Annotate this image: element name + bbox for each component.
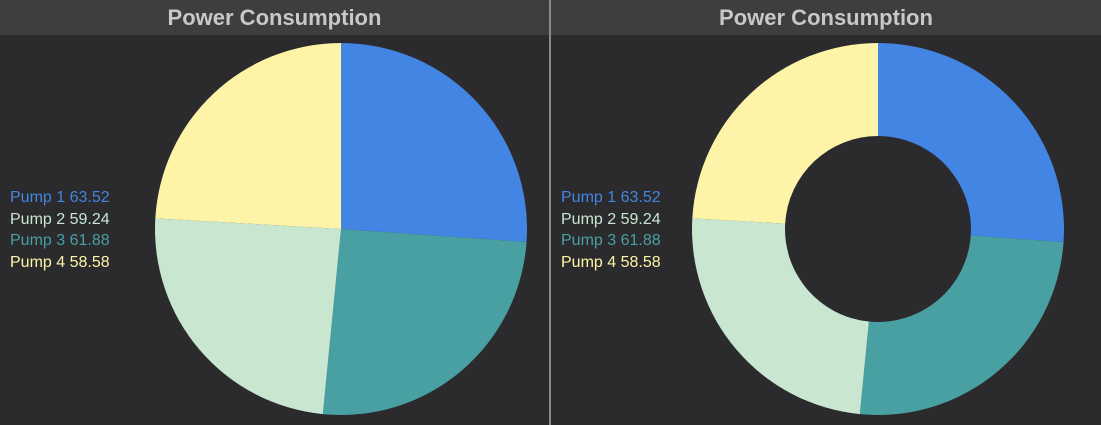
legend-value: 59.24 — [620, 210, 661, 228]
legend: Pump 1 63.52 Pump 2 59.24 Pump 3 61.88 P… — [561, 187, 661, 273]
legend-item-pump-1[interactable]: Pump 1 63.52 — [561, 187, 661, 209]
slice-pump-4[interactable] — [692, 43, 878, 224]
panel-divider — [549, 0, 551, 425]
legend-item-pump-2[interactable]: Pump 2 59.24 — [10, 209, 110, 231]
legend: Pump 1 63.52 Pump 2 59.24 Pump 3 61.88 P… — [10, 187, 110, 273]
legend-item-pump-4[interactable]: Pump 4 58.58 — [10, 252, 110, 274]
slice-pump-1[interactable] — [341, 43, 527, 243]
legend-value: 63.52 — [69, 189, 110, 206]
legend-label: Pump 1 — [561, 189, 617, 206]
legend-item-pump-1[interactable]: Pump 1 63.52 — [10, 187, 110, 209]
legend-label: Pump 3 — [10, 232, 66, 249]
legend-item-pump-3[interactable]: Pump 3 61.88 — [561, 230, 661, 252]
legend-item-pump-3[interactable]: Pump 3 61.88 — [10, 230, 110, 252]
legend-value: 58.58 — [69, 253, 110, 271]
panel-header: Power Consumption — [551, 0, 1101, 35]
slice-pump-2[interactable] — [155, 218, 341, 415]
legend-value: 63.52 — [620, 189, 661, 206]
legend-value: 61.88 — [620, 232, 661, 249]
legend-value: 58.58 — [620, 253, 661, 271]
panel-title: Power Consumption — [167, 4, 382, 30]
legend-label: Pump 4 — [561, 253, 617, 271]
legend-label: Pump 3 — [561, 232, 617, 249]
legend-label: Pump 2 — [561, 210, 617, 228]
pie-panel: Power Consumption Pump 1 63.52 Pump 2 59… — [0, 0, 549, 425]
legend-value: 59.24 — [69, 210, 110, 228]
slice-pump-3[interactable] — [859, 235, 1064, 415]
slice-pump-2[interactable] — [692, 218, 869, 415]
legend-value: 61.88 — [69, 232, 110, 249]
legend-item-pump-2[interactable]: Pump 2 59.24 — [561, 209, 661, 231]
legend-label: Pump 4 — [10, 253, 66, 271]
slice-pump-1[interactable] — [878, 43, 1064, 243]
donut-chart — [692, 43, 1064, 415]
legend-label: Pump 1 — [10, 189, 66, 206]
pie-chart — [155, 43, 527, 416]
legend-label: Pump 2 — [10, 210, 66, 228]
slice-pump-4[interactable] — [155, 43, 341, 229]
panel-header: Power Consumption — [0, 0, 549, 35]
panel-title: Power Consumption — [719, 4, 933, 30]
donut-panel: Power Consumption Pump 1 63.52 Pump 2 59… — [551, 0, 1101, 425]
slice-pump-3[interactable] — [322, 229, 527, 416]
legend-item-pump-4[interactable]: Pump 4 58.58 — [561, 252, 661, 274]
